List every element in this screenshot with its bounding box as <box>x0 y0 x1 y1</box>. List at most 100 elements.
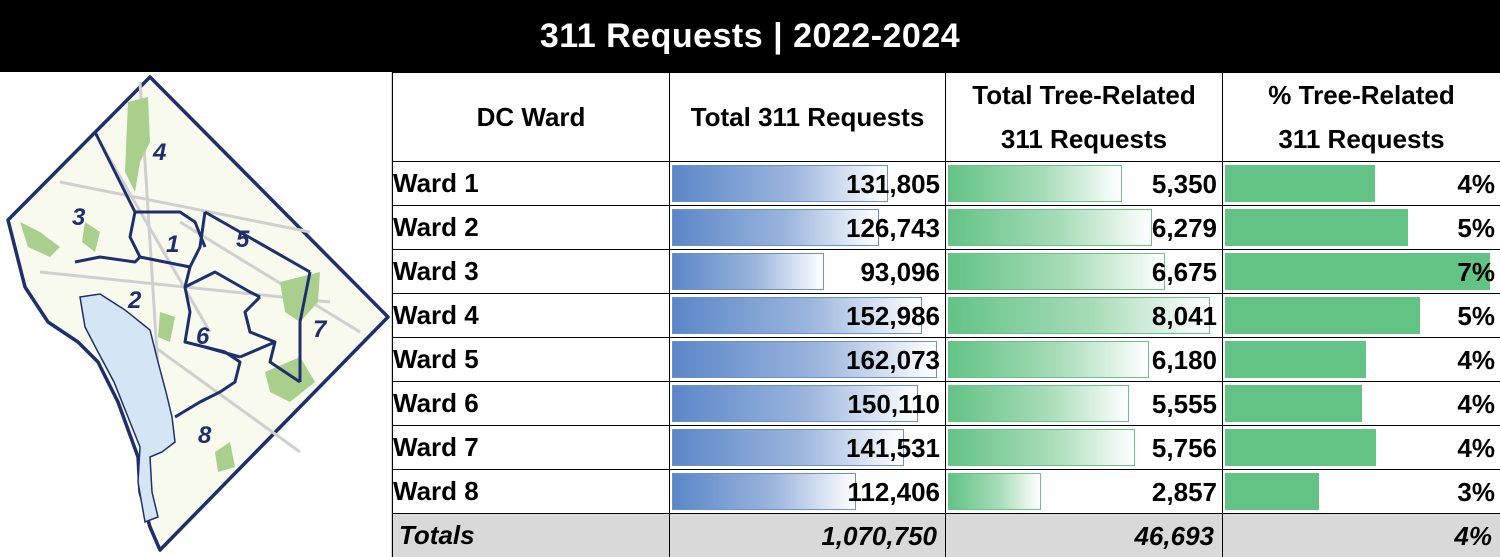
total-requests-value: 131,805 <box>846 168 940 199</box>
header-ward: DC Ward <box>392 72 670 162</box>
total-requests-bar <box>672 209 879 246</box>
tree-requests-value: 6,279 <box>1151 212 1217 243</box>
total-requests-bar <box>672 473 856 510</box>
map-label-ward-7: 7 <box>313 316 328 343</box>
total-requests-cell: 93,096 <box>669 249 946 294</box>
tree-requests-bar <box>948 297 1210 334</box>
total-requests-cell: 162,073 <box>669 337 946 382</box>
table-row: Ward 3 93,096 6,675 7% <box>392 249 1500 294</box>
header-tree-line1: Total Tree-Related <box>972 80 1196 110</box>
ward-name-cell: Ward 3 <box>392 249 670 294</box>
total-requests-cell: 112,406 <box>669 469 946 514</box>
pct-tree-bar <box>1225 297 1420 334</box>
pct-tree-cell: 7% <box>1222 249 1500 294</box>
tree-requests-value: 8,041 <box>1151 300 1217 331</box>
total-requests-value: 126,743 <box>846 212 940 243</box>
tree-requests-value: 5,555 <box>1151 388 1217 419</box>
header-pct-line2: 311 Requests <box>1278 124 1445 154</box>
header-pct-line1: % Tree-Related <box>1268 80 1455 110</box>
header-pct-tree: % Tree-Related 311 Requests <box>1222 72 1500 162</box>
pct-tree-bar <box>1225 385 1362 422</box>
table-row: Ward 2 126,743 6,279 5% <box>392 205 1500 250</box>
map-label-ward-1: 1 <box>166 231 179 258</box>
map-label-ward-5: 5 <box>236 226 250 253</box>
river <box>79 293 176 524</box>
table-row: Ward 8 112,406 2,857 3% <box>392 469 1500 514</box>
header-tree-requests: Total Tree-Related 311 Requests <box>945 72 1223 162</box>
total-requests-cell: 126,743 <box>669 205 946 250</box>
total-requests-cell: 131,805 <box>669 161 946 206</box>
tree-requests-bar <box>948 209 1152 246</box>
dc-ward-map-graphic: 1 2 3 4 5 6 7 8 <box>6 75 390 552</box>
ward-number-labels: 1 2 3 4 5 6 7 8 <box>72 139 328 449</box>
pct-tree-cell: 5% <box>1222 205 1500 250</box>
pct-tree-value: 5% <box>1457 300 1495 331</box>
pct-tree-bar <box>1225 473 1319 510</box>
tree-requests-cell: 6,180 <box>945 337 1223 382</box>
ward-name-cell: Ward 2 <box>392 205 670 250</box>
total-requests-value: 162,073 <box>846 344 940 375</box>
tree-requests-bar <box>948 341 1149 378</box>
tree-requests-cell: 2,857 <box>945 469 1223 514</box>
total-requests-bar <box>672 253 824 290</box>
tree-requests-cell: 5,350 <box>945 161 1223 206</box>
header-total-requests: Total 311 Requests <box>669 72 946 162</box>
tree-requests-bar <box>948 473 1041 510</box>
header-row: DC Ward Total 311 Requests Total Tree-Re… <box>392 72 1500 162</box>
total-requests-bar <box>672 385 918 422</box>
requests-table: DC Ward Total 311 Requests Total Tree-Re… <box>392 72 1500 557</box>
pct-tree-value: 4% <box>1457 344 1495 375</box>
totals-label: Totals <box>392 513 670 557</box>
totals-row: Totals 1,070,750 46,693 4% <box>392 513 1500 557</box>
tree-requests-bar <box>948 429 1135 466</box>
pct-tree-value: 7% <box>1457 256 1495 287</box>
total-requests-bar <box>672 297 922 334</box>
ward-name-cell: Ward 1 <box>392 161 670 206</box>
tree-requests-bar <box>948 253 1165 290</box>
park-areas <box>20 97 320 472</box>
ward-name-cell: Ward 5 <box>392 337 670 382</box>
tree-requests-value: 2,857 <box>1151 476 1217 507</box>
totals-tree-cell: 46,693 <box>945 513 1223 557</box>
map-label-ward-8: 8 <box>198 422 212 449</box>
pct-tree-cell: 4% <box>1222 337 1500 382</box>
table-row: Ward 7 141,531 5,756 4% <box>392 425 1500 470</box>
pct-tree-value: 4% <box>1457 432 1495 463</box>
ward-name-cell: Ward 7 <box>392 425 670 470</box>
page-title: 311 Requests | 2022-2024 <box>0 0 1500 72</box>
map-label-ward-4: 4 <box>152 139 166 166</box>
tree-requests-bar <box>948 165 1122 202</box>
tree-requests-value: 5,756 <box>1151 432 1217 463</box>
totals-pct-cell: 4% <box>1222 513 1500 557</box>
totals-total-cell: 1,070,750 <box>669 513 946 557</box>
table-row: Ward 5 162,073 6,180 4% <box>392 337 1500 382</box>
total-requests-value: 150,110 <box>847 388 940 419</box>
totals-pct-value: 4% <box>1454 520 1492 551</box>
pct-tree-cell: 4% <box>1222 425 1500 470</box>
total-requests-bar <box>672 165 888 202</box>
pct-tree-value: 5% <box>1457 212 1495 243</box>
map-label-ward-3: 3 <box>72 204 86 231</box>
dc-ward-map: 1 2 3 4 5 6 7 8 <box>0 72 392 557</box>
total-requests-cell: 141,531 <box>669 425 946 470</box>
pct-tree-cell: 4% <box>1222 381 1500 426</box>
total-requests-value: 112,406 <box>847 476 940 507</box>
tree-requests-value: 6,675 <box>1151 256 1217 287</box>
pct-tree-bar <box>1225 165 1375 202</box>
map-label-ward-2: 2 <box>127 287 142 314</box>
total-requests-value: 141,531 <box>846 432 940 463</box>
pct-tree-value: 3% <box>1457 476 1495 507</box>
pct-tree-value: 4% <box>1457 388 1495 419</box>
total-requests-bar <box>672 429 904 466</box>
tree-requests-value: 6,180 <box>1151 344 1217 375</box>
pct-tree-bar <box>1225 253 1490 290</box>
pct-tree-value: 4% <box>1457 168 1495 199</box>
map-label-ward-6: 6 <box>196 323 210 350</box>
pct-tree-bar <box>1225 341 1366 378</box>
header-tree-line2: 311 Requests <box>1000 124 1168 154</box>
pct-tree-bar <box>1225 429 1376 466</box>
tree-requests-cell: 6,675 <box>945 249 1223 294</box>
pct-tree-cell: 5% <box>1222 293 1500 338</box>
total-requests-cell: 152,986 <box>669 293 946 338</box>
table-row: Ward 1 131,805 5,350 4% <box>392 161 1500 206</box>
